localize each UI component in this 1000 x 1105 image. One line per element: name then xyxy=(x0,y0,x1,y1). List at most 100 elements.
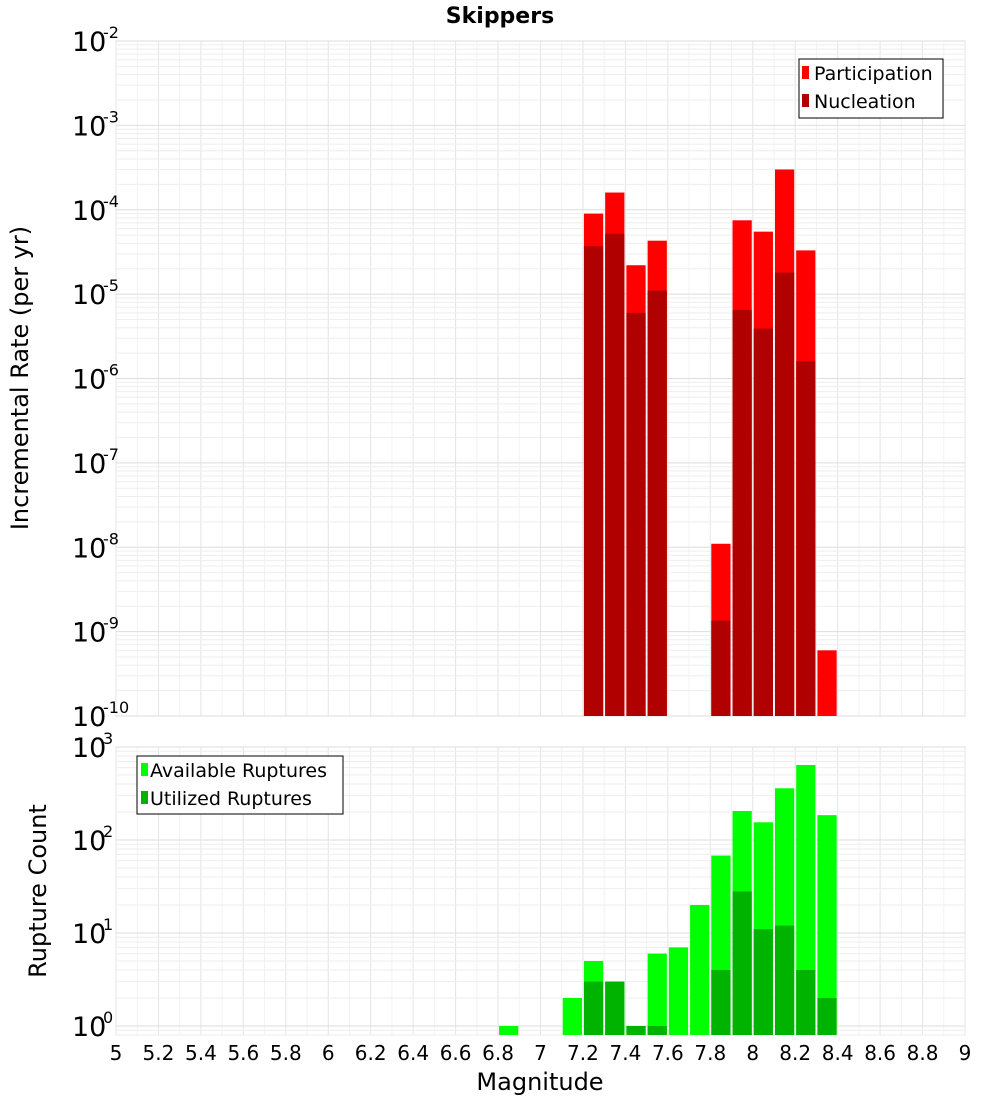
top-y-tick-exponent: -8 xyxy=(103,529,119,548)
legend-swatch-available xyxy=(141,763,148,776)
x-tick-label: 8.8 xyxy=(907,1041,939,1065)
bottom-y-tick-exponent: 2 xyxy=(103,822,113,841)
bottom-y-tick-label: 10 xyxy=(72,733,106,764)
top-bar-series-1 xyxy=(626,312,646,716)
top-y-tick-exponent: -5 xyxy=(103,276,119,295)
bottom-legend-box xyxy=(136,755,344,815)
bottom-gridlines xyxy=(115,746,966,1036)
bottom-y-tick-label: 10 xyxy=(72,826,106,857)
top-bar-series-1 xyxy=(583,246,604,716)
bottom-bar-series-1 xyxy=(711,969,731,1035)
top-y-tick-label: 10 xyxy=(72,111,106,142)
bottom-bar-series-1 xyxy=(583,981,604,1035)
top-y-tick-label: 10 xyxy=(72,533,106,564)
x-tick-label: 8.6 xyxy=(864,1041,896,1065)
x-tick-label: 6.2 xyxy=(355,1041,387,1065)
bottom-bar-series-1 xyxy=(796,969,816,1035)
bottom-y-axis-label: Rupture Count xyxy=(24,804,52,978)
x-axis-label: Magnitude xyxy=(476,1068,603,1096)
top-y-tick-label: 10 xyxy=(72,196,106,227)
bottom-y-tick-exponent: 3 xyxy=(103,729,113,748)
x-tick-label: 8.2 xyxy=(779,1041,811,1065)
bottom-bar-series-0 xyxy=(690,904,710,1035)
bottom-bar-series-1 xyxy=(774,925,795,1035)
top-y-tick-label: 10 xyxy=(72,618,106,649)
bottom-bar-series-0 xyxy=(499,1025,519,1035)
top-bars xyxy=(583,169,837,717)
top-gridlines xyxy=(115,40,966,717)
top-y-tick-exponent: -7 xyxy=(103,445,119,464)
bottom-bar-series-0 xyxy=(668,947,689,1035)
x-tick-label: 9 xyxy=(959,1041,972,1065)
bottom-y-tick-exponent: 0 xyxy=(103,1008,113,1027)
bottom-bars xyxy=(499,765,837,1035)
bottom-bar-series-1 xyxy=(817,997,837,1035)
top-y-tick-exponent: -3 xyxy=(103,107,119,126)
x-tick-label: 8 xyxy=(746,1041,759,1065)
legend-swatch-participation xyxy=(802,66,809,79)
x-tick-label: 6.4 xyxy=(397,1041,429,1065)
top-y-tick-label: 10 xyxy=(72,449,106,480)
x-tick-label: 7.4 xyxy=(609,1041,641,1065)
top-y-tick-label: 10 xyxy=(72,365,106,396)
chart-title: Skippers xyxy=(446,4,554,29)
top-y-tick-label: 10 xyxy=(72,280,106,311)
legend-swatch-utilized xyxy=(141,791,148,804)
legend-label-utilized: Utilized Ruptures xyxy=(150,788,312,810)
bottom-y-tick-label: 10 xyxy=(72,919,106,950)
bottom-bar-series-1 xyxy=(626,1025,646,1035)
legend-label-participation: Participation xyxy=(814,63,933,85)
top-bar-series-1 xyxy=(774,272,795,716)
bottom-y-tick-exponent: 1 xyxy=(103,915,113,934)
bottom-bar-series-0 xyxy=(796,765,816,1035)
top-y-tick-exponent: -10 xyxy=(103,698,129,717)
top-bar-series-1 xyxy=(647,290,667,716)
x-tick-label: 6.8 xyxy=(482,1041,514,1065)
x-tick-label: 6 xyxy=(322,1041,335,1065)
top-y-tick-label: 10 xyxy=(72,702,106,733)
x-tick-label: 5.8 xyxy=(270,1041,302,1065)
x-tick-label: 5.4 xyxy=(185,1041,217,1065)
x-ticks: 5 5.2 5.4 5.6 5.8 6 6.2 6.4 6.6 6.8 7 7.2 7.4 7.6 7.8 8… xyxy=(110,1041,972,1065)
legend-label-available: Available Ruptures xyxy=(150,760,327,782)
top-bar-series-1 xyxy=(605,233,625,716)
bottom-bar-series-1 xyxy=(732,891,752,1035)
bottom-bar-series-0 xyxy=(562,997,582,1035)
bottom-bar-series-0 xyxy=(817,815,837,1035)
x-tick-label: 5.2 xyxy=(143,1041,175,1065)
top-bar-series-1 xyxy=(753,328,773,716)
top-legend-box xyxy=(798,58,944,119)
top-legend: Participation Nucleation xyxy=(798,58,944,119)
x-tick-label: 5.6 xyxy=(227,1041,259,1065)
bottom-bar-series-1 xyxy=(753,929,773,1035)
top-y-tick-exponent: -2 xyxy=(103,23,119,42)
x-tick-label: 7.8 xyxy=(694,1041,726,1065)
bottom-bar-series-1 xyxy=(647,1025,667,1035)
x-tick-label: 6.6 xyxy=(440,1041,472,1065)
top-bar-series-0 xyxy=(817,650,837,716)
top-y-tick-exponent: -9 xyxy=(103,614,119,633)
x-tick-label: 8.4 xyxy=(822,1041,854,1065)
top-y-tick-label: 10 xyxy=(72,27,106,58)
legend-swatch-nucleation xyxy=(802,94,809,107)
top-bar-series-1 xyxy=(732,309,752,716)
x-tick-label: 7.6 xyxy=(652,1041,684,1065)
bottom-bar-series-0 xyxy=(647,953,667,1035)
bottom-legend: Available Ruptures Utilized Ruptures xyxy=(136,755,344,815)
top-bar-series-1 xyxy=(711,620,731,716)
bottom-bar-series-1 xyxy=(605,981,625,1035)
top-y-tick-exponent: -6 xyxy=(103,361,119,380)
x-tick-label: 7.2 xyxy=(567,1041,599,1065)
top-y-tick-exponent: -4 xyxy=(103,192,119,211)
x-tick-label: 7 xyxy=(534,1041,547,1065)
legend-label-nucleation: Nucleation xyxy=(814,91,916,113)
bottom-y-tick-label: 10 xyxy=(72,1012,106,1043)
x-tick-label: 5 xyxy=(110,1041,123,1065)
top-y-axis-label: Incremental Rate (per yr) xyxy=(6,226,34,530)
top-bar-series-1 xyxy=(796,361,816,716)
